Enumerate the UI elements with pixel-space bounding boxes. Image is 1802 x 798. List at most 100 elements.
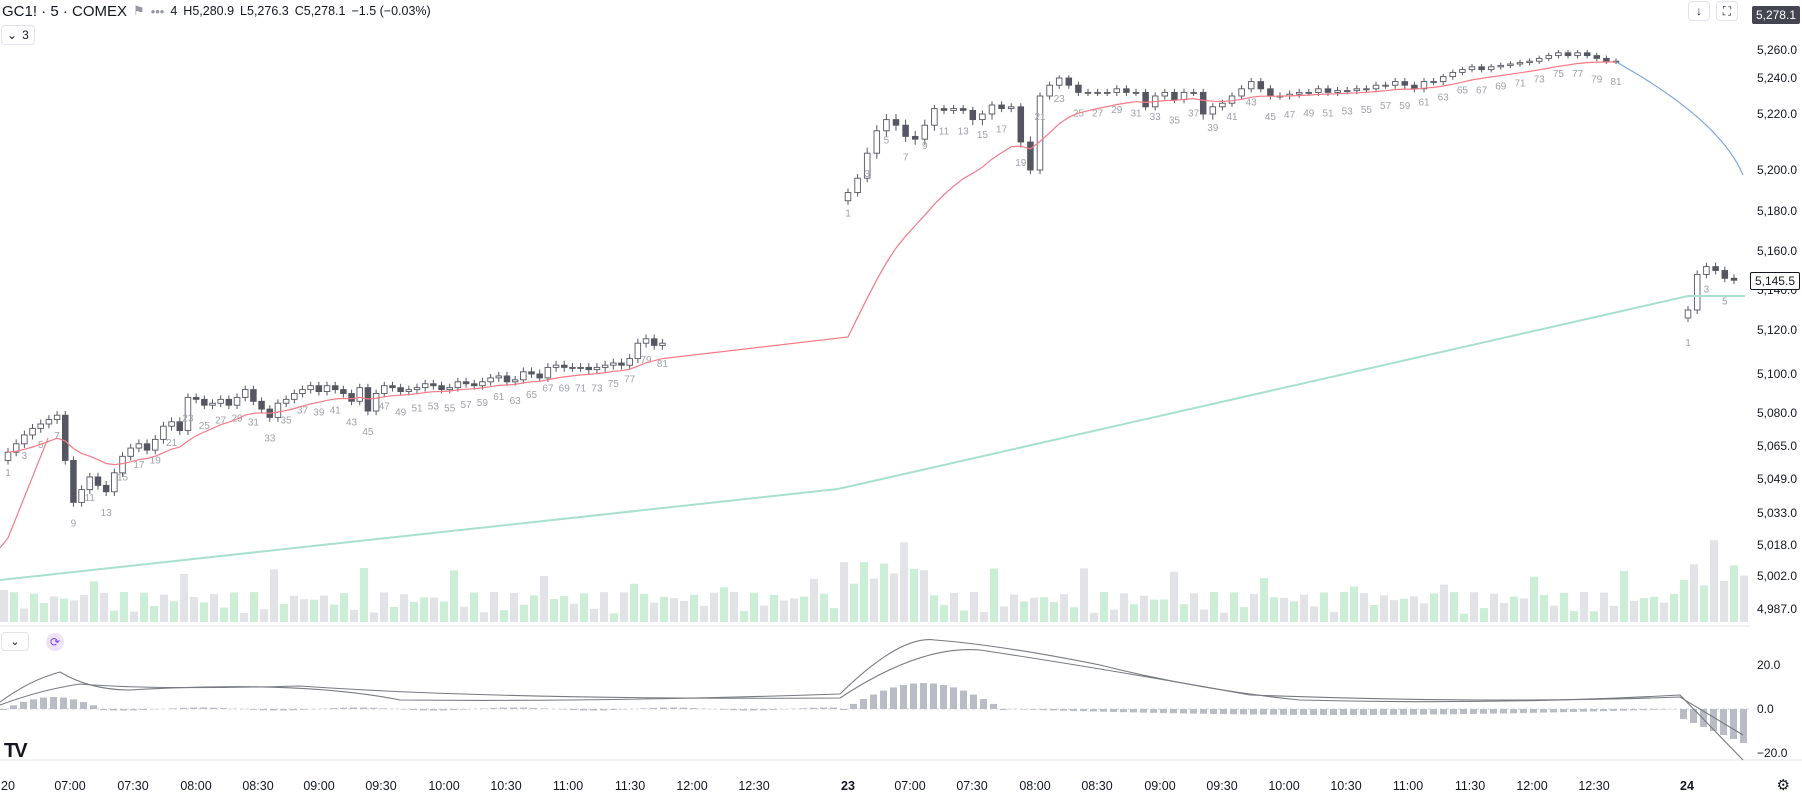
pane-collapse-button[interactable]: ⌄ [1, 632, 29, 651]
macd-histogram-bar [1500, 709, 1507, 714]
macd-histogram-bar [500, 707, 507, 709]
macd-histogram-bar [1720, 709, 1727, 735]
arrow-down-icon[interactable]: ↓ [1688, 1, 1710, 21]
candle-s1-candle [258, 400, 265, 410]
macd-histogram-bar [520, 707, 527, 709]
volume-bar [990, 568, 998, 622]
candle-s1-candle [397, 387, 404, 392]
volume-bar [1320, 592, 1328, 622]
time-tick-label: 07:30 [956, 779, 987, 793]
candle-s1-candle [86, 476, 94, 491]
time-tick-label: 12:00 [676, 779, 707, 793]
volume-bar [1710, 540, 1718, 622]
volume-bar [1370, 604, 1378, 622]
candle-s2-candle [1516, 62, 1524, 65]
bar-count-label: 33 [1150, 112, 1162, 123]
macd-histogram-bar [1360, 709, 1367, 715]
bar-count-label: 9 [71, 518, 77, 529]
volume-bar [350, 609, 358, 622]
price-tick-label: 5,033.0 [1757, 506, 1797, 520]
macd-histogram-bar [510, 707, 517, 709]
volume-bar [1630, 600, 1638, 622]
candle-s1-candle [454, 381, 462, 389]
candle-s1-candle [544, 366, 552, 379]
time-tick-label: 24 [1680, 779, 1694, 793]
bar-count-label: 79 [640, 355, 652, 366]
volume-bar [940, 605, 948, 622]
bar-count-label: 41 [330, 406, 342, 417]
macd-histogram-bar [1310, 709, 1317, 715]
sync-icon[interactable]: ⟳ [46, 633, 64, 651]
macd-histogram-bar [730, 709, 737, 711]
macd-histogram-bar [1250, 709, 1257, 715]
candle-s3-candle [1693, 273, 1701, 311]
volume-bar [580, 593, 588, 622]
candle-s1-candle [601, 364, 609, 368]
volume-bar [830, 608, 838, 622]
time-tick-label: 11:00 [1393, 779, 1423, 793]
candle-s2-candle [1190, 91, 1197, 94]
candle-s2-candle [1526, 60, 1533, 64]
symbol-title[interactable]: GC1! · 5 · COMEX [2, 2, 128, 20]
candle-s1-candle [29, 427, 36, 436]
volume-bar [10, 592, 18, 622]
candle-s2-candle [1075, 84, 1082, 93]
volume-bar [0, 590, 8, 622]
candle-s2-candle [1257, 81, 1265, 90]
volume-bar [480, 612, 488, 622]
more-dots-icon[interactable]: ••• [150, 3, 165, 19]
gear-icon[interactable]: ⚙ [1776, 777, 1790, 794]
macd-histogram-bar [430, 709, 437, 711]
candle-s2-candle [1017, 106, 1025, 143]
candle-s2-candle [1055, 77, 1063, 86]
candle-s2-candle [1459, 69, 1466, 73]
price-tick-label: 5,240.0 [1757, 71, 1797, 85]
bar-count-label: 27 [1092, 108, 1104, 119]
candle-s1-candle [12, 443, 20, 453]
tradingview-logo[interactable]: TV [4, 740, 28, 762]
volume-bar [1040, 597, 1048, 622]
volume-bar [80, 595, 88, 622]
candle-s1-candle [520, 371, 527, 381]
candle-s1-candle [495, 375, 503, 379]
volume-bar [1050, 602, 1058, 622]
macd-histogram-bar [1550, 709, 1557, 713]
volume-bar [230, 592, 238, 622]
bar-count-label: 51 [411, 404, 423, 415]
close-value: 5,278.1 [303, 4, 346, 18]
volume-bar [550, 599, 558, 622]
candle-s1-candle [569, 366, 576, 369]
candle-s1-candle [143, 443, 151, 451]
candle-s1-candle [307, 385, 314, 391]
candle-s2-candle [1391, 81, 1399, 86]
volume-bar [450, 570, 458, 622]
candle-s2-candle [1497, 64, 1505, 68]
bar-count-label: 15 [977, 130, 989, 141]
candle-s1-candle [430, 383, 437, 387]
volume-bar [460, 606, 468, 622]
time-tick-label: 10:00 [1268, 779, 1299, 793]
candle-s1-candle [94, 476, 102, 486]
bar-count-label: 39 [313, 408, 325, 419]
volume-bar [40, 603, 48, 622]
volume-bar [400, 594, 408, 622]
volume-bar [110, 610, 118, 622]
expand-icon[interactable]: ⛶ [1716, 1, 1738, 21]
macd-histogram-bar [990, 703, 997, 709]
volume-bar [530, 595, 538, 622]
candle-s2-candle [1430, 81, 1437, 84]
bar-count-label: 15 [117, 472, 129, 483]
bar-count-label: 55 [1361, 105, 1373, 116]
macd-histogram-bar [1130, 709, 1137, 713]
volume-bar [900, 542, 908, 622]
flag-icon[interactable]: ⚑ [133, 3, 145, 18]
volume-bar [1400, 598, 1408, 622]
macd-histogram-bar [1110, 709, 1117, 712]
volume-bar [660, 596, 668, 622]
time-tick-label: 10:30 [490, 779, 521, 793]
candle-s1-candle [503, 375, 511, 383]
bar-count-label: 5 [38, 440, 44, 451]
volume-bar [970, 592, 978, 622]
indicators-collapse-button[interactable]: ⌄ 3 [1, 25, 35, 45]
